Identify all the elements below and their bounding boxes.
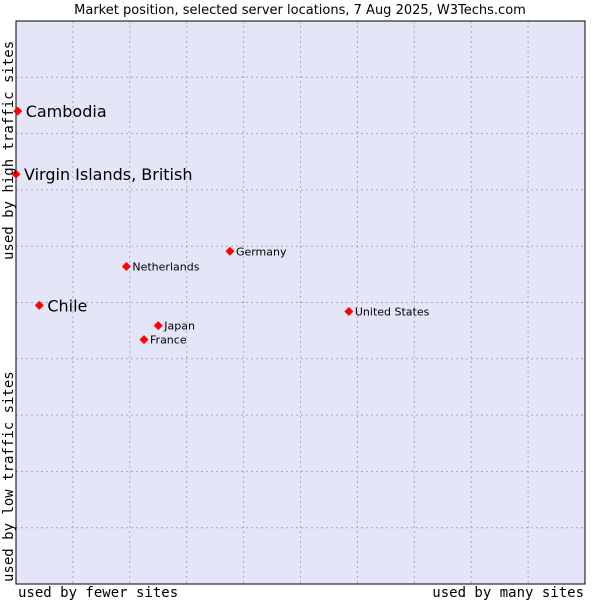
point-label: Chile [47, 296, 87, 315]
point-label: Virgin Islands, British [24, 165, 192, 184]
grid-lines [16, 21, 585, 584]
data-point: Virgin Islands, British [11, 165, 192, 184]
point-label: Germany [236, 245, 287, 258]
point-marker [153, 321, 163, 331]
data-point: Chile [34, 296, 87, 315]
data-point: Netherlands [121, 260, 200, 273]
data-point: Japan [153, 320, 195, 333]
point-label: Cambodia [26, 102, 107, 121]
data-points: Cambodia Virgin Islands, British Germany Ne… [11, 102, 430, 347]
point-marker [34, 300, 44, 310]
x-axis-label-left: used by fewer sites [18, 585, 178, 600]
data-point: France [139, 334, 187, 347]
data-point: Cambodia [13, 102, 107, 121]
point-marker [344, 307, 354, 317]
point-marker [139, 335, 149, 345]
point-label: Japan [163, 320, 195, 333]
chart-title: Market position, selected server locatio… [74, 3, 526, 18]
point-marker [13, 106, 23, 116]
point-label: France [150, 334, 187, 347]
point-marker [225, 246, 235, 256]
point-marker [11, 169, 21, 179]
point-label: United States [355, 306, 430, 319]
data-point: United States [344, 306, 430, 319]
y-axis-label-top: used by high traffic sites [1, 41, 17, 260]
y-axis-label-bottom: used by low traffic sites [1, 371, 17, 582]
data-point: Germany [225, 245, 287, 258]
plot-frame [15, 20, 586, 585]
point-label: Netherlands [132, 260, 199, 273]
x-axis-label-right: used by many sites [432, 585, 584, 600]
point-marker [121, 261, 131, 271]
